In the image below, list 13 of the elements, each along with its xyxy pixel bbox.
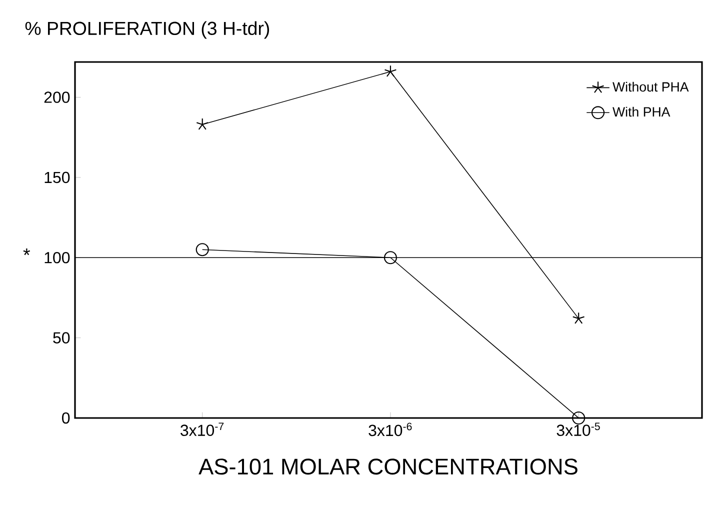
x-tick-label: 3x10$^{-6}$ [368, 422, 412, 436]
y-tick-label: 100 [44, 252, 70, 264]
x-axis-title: AS-101 MOLAR CONCENTRATIONS [198, 458, 578, 475]
y-axis-title: % PROLIFERATION (3 H-tdr) [25, 21, 270, 39]
ref-line-label: * [23, 248, 30, 256]
legend-label: Without PHA [612, 82, 689, 92]
x-tick-label: 3x10$^{-7}$ [180, 422, 224, 436]
y-tick-label: 0 [62, 412, 70, 424]
y-tick-label: 200 [44, 92, 70, 103]
legend-label: With PHA [612, 106, 670, 117]
x-tick-label: 3x10$^{-5}$ [556, 422, 600, 436]
y-tick-label: 50 [53, 332, 70, 344]
y-tick-label: 150 [44, 172, 70, 184]
